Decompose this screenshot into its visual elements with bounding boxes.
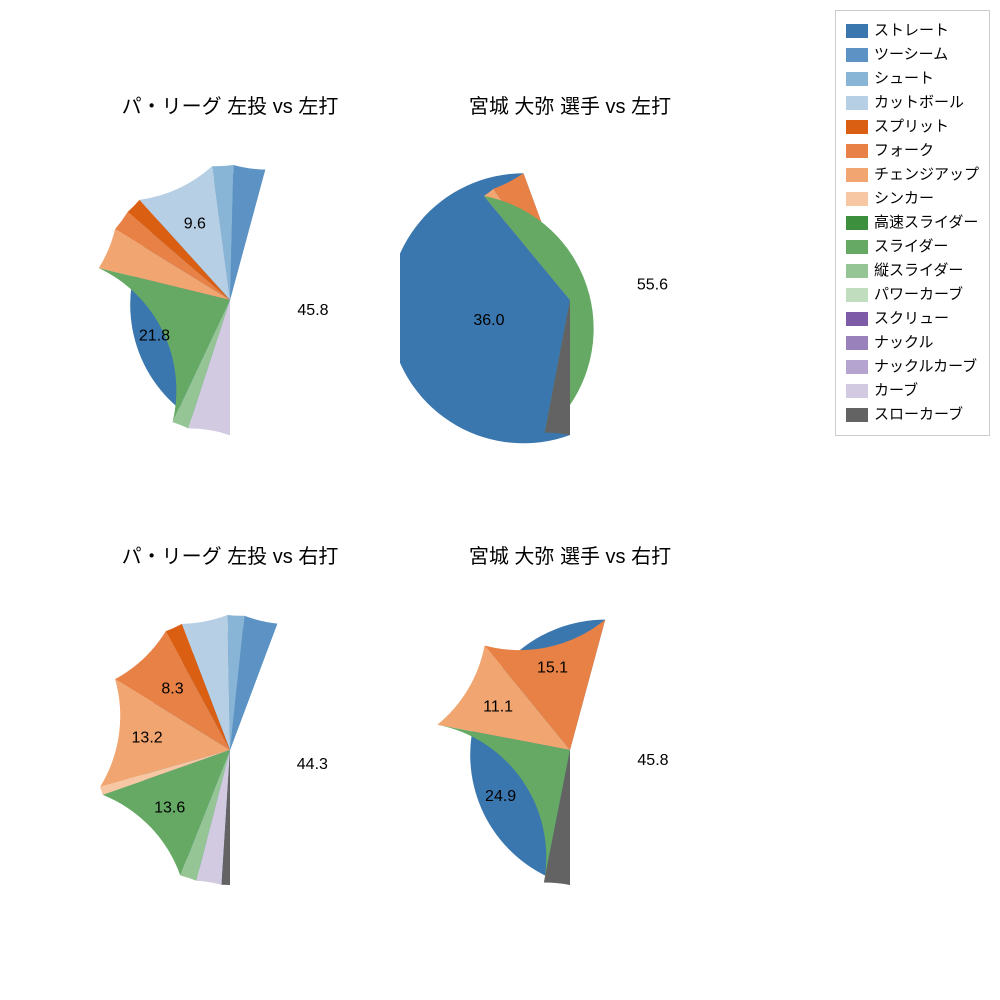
pie-title: 宮城 大弥 選手 vs 左打 (400, 90, 740, 119)
legend-label: ストレート (874, 19, 949, 43)
legend-label: フォーク (874, 139, 934, 163)
legend-label: スライダー (874, 235, 948, 259)
slice-label: 8.3 (161, 680, 183, 697)
pie-slice (230, 165, 265, 300)
legend-item: スプリット (846, 115, 979, 139)
legend-label: スプリット (874, 115, 949, 139)
legend-item: スライダー (846, 235, 979, 259)
legend-swatch (846, 120, 868, 134)
pie-title: パ・リーグ 左投 vs 右打 (60, 540, 400, 569)
legend-label: スクリュー (874, 307, 949, 331)
legend-item: スローカーブ (846, 403, 979, 427)
legend-label: 高速スライダー (874, 211, 978, 235)
legend-swatch (846, 192, 868, 206)
legend-swatch (846, 384, 868, 398)
legend-label: チェンジアップ (874, 163, 979, 187)
legend-item: シュート (846, 67, 979, 91)
pie-title: パ・リーグ 左投 vs 左打 (60, 90, 400, 119)
pie-panel: パ・リーグ 左投 vs 左打 45.8 9.6 21.8 (60, 90, 400, 465)
legend-label: 縦スライダー (874, 259, 963, 283)
slice-label: 45.8 (297, 302, 328, 319)
legend-item: カットボール (846, 91, 979, 115)
legend-swatch (846, 264, 868, 278)
slice-label: 13.6 (154, 799, 185, 816)
pie-slice (400, 173, 570, 443)
legend-item: ナックルカーブ (846, 355, 979, 379)
legend-item: チェンジアップ (846, 163, 979, 187)
legend-swatch (846, 96, 868, 110)
legend-swatch (846, 360, 868, 374)
pie-title: 宮城 大弥 選手 vs 右打 (400, 540, 740, 569)
legend-label: ツーシーム (874, 43, 948, 67)
legend-label: カーブ (874, 379, 918, 403)
legend-label: カットボール (874, 91, 964, 115)
legend-item: スクリュー (846, 307, 979, 331)
legend-item: フォーク (846, 139, 979, 163)
legend-item: シンカー (846, 187, 979, 211)
legend-item: 縦スライダー (846, 259, 979, 283)
legend-swatch (846, 408, 868, 422)
legend-label: シンカー (874, 187, 934, 211)
pie-panel: 宮城 大弥 選手 vs 右打 45.8 15.1 11.1 24.9 (400, 540, 740, 915)
legend-swatch (846, 240, 868, 254)
slice-label: 13.2 (132, 730, 163, 747)
legend-item: ツーシーム (846, 43, 979, 67)
legend-item: カーブ (846, 379, 979, 403)
legend-swatch (846, 312, 868, 326)
pie-chart: 45.8 15.1 11.1 24.9 (400, 575, 740, 915)
legend-swatch (846, 168, 868, 182)
slice-label: 11.1 (483, 698, 513, 715)
legend-label: シュート (874, 67, 934, 91)
pie-chart: 44.3 8.3 13.2 13.6 (60, 575, 400, 915)
legend-swatch (846, 336, 868, 350)
pie-chart: 45.8 9.6 21.8 (60, 125, 400, 465)
slice-label: 45.8 (637, 752, 668, 769)
legend-label: パワーカーブ (874, 283, 963, 307)
pie-chart: 55.6 36.0 (400, 125, 740, 465)
pie-panel: パ・リーグ 左投 vs 右打 44.3 8.3 13.2 13.6 (60, 540, 400, 915)
slice-label: 21.8 (139, 327, 170, 344)
pie-panel: 宮城 大弥 選手 vs 左打 55.6 36.0 (400, 90, 740, 465)
slice-label: 36.0 (473, 312, 504, 329)
slice-label: 9.6 (184, 215, 206, 232)
legend-label: ナックル (874, 331, 934, 355)
legend-swatch (846, 144, 868, 158)
slice-label: 15.1 (537, 659, 568, 676)
legend-swatch (846, 216, 868, 230)
legend-item: 高速スライダー (846, 211, 979, 235)
legend-item: ストレート (846, 19, 979, 43)
chart-grid: パ・リーグ 左投 vs 左打 45.8 9.6 21.8 宮城 大弥 選手 vs 左打 5… (0, 0, 780, 1000)
legend-swatch (846, 72, 868, 86)
slice-label: 44.3 (297, 756, 328, 773)
legend-label: スローカーブ (874, 403, 963, 427)
slice-label: 24.9 (485, 788, 516, 805)
legend-label: ナックルカーブ (874, 355, 977, 379)
legend-swatch (846, 24, 868, 38)
legend: ストレートツーシームシュートカットボールスプリットフォークチェンジアップシンカー… (835, 10, 990, 436)
slice-label: 55.6 (637, 277, 668, 294)
legend-item: パワーカーブ (846, 283, 979, 307)
legend-item: ナックル (846, 331, 979, 355)
legend-swatch (846, 48, 868, 62)
legend-swatch (846, 288, 868, 302)
